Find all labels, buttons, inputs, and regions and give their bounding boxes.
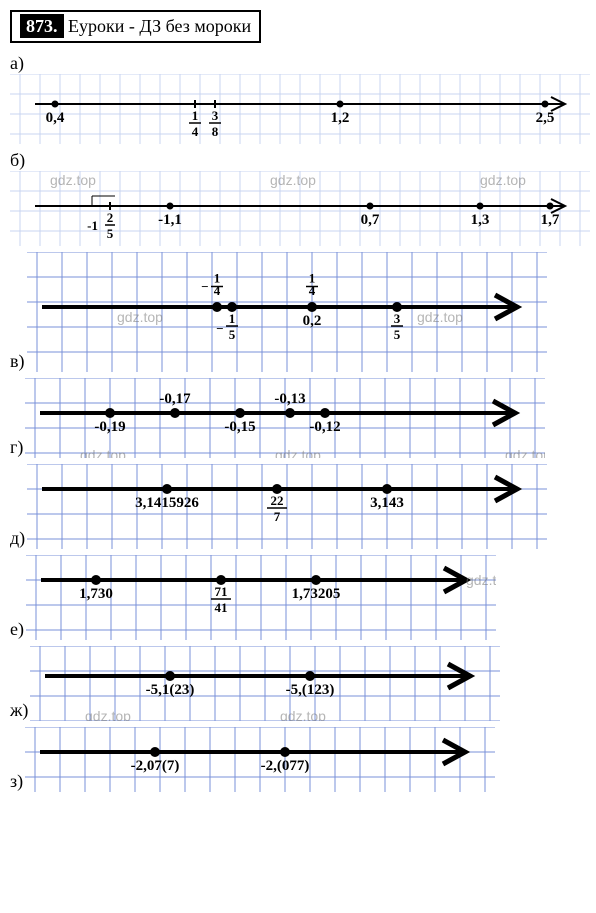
svg-text:-1: -1 — [87, 218, 98, 233]
svg-text:0,7: 0,7 — [361, 212, 380, 228]
svg-text:-5,1(23): -5,1(23) — [146, 682, 195, 698]
svg-text:3: 3 — [212, 108, 219, 123]
svg-text:0,4: 0,4 — [46, 110, 65, 126]
svg-text:1,73205: 1,73205 — [292, 586, 341, 602]
number-line-v: в)−14−150,21435gdz.topgdz.top — [10, 252, 586, 372]
svg-text:gdz.top: gdz.top — [480, 172, 526, 188]
svg-text:1: 1 — [228, 311, 235, 326]
svg-text:-0,19: -0,19 — [95, 419, 126, 435]
number-line-g: г) -0,19 -0,17 -0,15 -0,13-0,12 gdz.top gdz.to… — [10, 378, 586, 458]
svg-text:5: 5 — [107, 226, 114, 241]
number-line-b: б) -1 25 -1,1 0,7 1,3 1,7 gdz.top gdz.top gdz.top — [10, 150, 586, 246]
svg-text:gdz.top: gdz.top — [117, 309, 163, 325]
svg-text:gdz.top: gdz.top — [466, 572, 496, 588]
svg-text:4: 4 — [213, 283, 220, 298]
svg-text:-2,07(7): -2,07(7) — [131, 758, 180, 774]
number-line-z: з) -2,07(7) -2,(077) — [10, 727, 586, 792]
item-label-g: г) — [10, 437, 23, 458]
svg-text:8: 8 — [212, 124, 219, 139]
number-line-a: а) 0,4 1438 1,2 2,5 — [10, 53, 586, 144]
item-label-v: в) — [10, 351, 25, 372]
svg-text:3,143: 3,143 — [370, 495, 404, 511]
svg-text:0,2: 0,2 — [302, 313, 321, 329]
svg-text:1: 1 — [192, 108, 199, 123]
svg-text:2: 2 — [107, 210, 114, 225]
svg-text:-0,17: -0,17 — [160, 391, 192, 407]
svg-text:gdz.top: gdz.top — [85, 708, 131, 721]
number-line-d: д) 3,1415926 227 3,143 — [10, 464, 586, 549]
number-line-zh: ж)-5,1(23)-5,(123)gdz.topgdz.topgdz.top — [10, 646, 586, 721]
svg-text:41: 41 — [214, 600, 227, 615]
problem-number: 873. — [20, 14, 64, 38]
svg-text:-5,(123): -5,(123) — [286, 682, 335, 698]
svg-text:4: 4 — [308, 283, 315, 298]
svg-text:gdz.top: gdz.top — [417, 309, 463, 325]
item-label-d: д) — [10, 528, 25, 549]
item-label-a: а) — [10, 53, 24, 74]
svg-text:3,1415926: 3,1415926 — [135, 495, 199, 511]
svg-text:1,7: 1,7 — [541, 212, 560, 228]
item-label-b: б) — [10, 150, 25, 171]
svg-text:1,730: 1,730 — [79, 586, 113, 602]
number-line-e: е) 1,730 7141 1,73205 gdz.top — [10, 555, 586, 640]
svg-text:gdz.top: gdz.top — [505, 447, 545, 458]
svg-text:5: 5 — [228, 327, 235, 342]
header: 873. Еуроки - ДЗ без мороки — [10, 10, 261, 43]
item-label-e: е) — [10, 619, 24, 640]
svg-text:−: − — [216, 321, 223, 336]
svg-text:5: 5 — [393, 327, 400, 342]
svg-text:gdz.top: gdz.top — [275, 447, 321, 458]
item-label-zh: ж) — [10, 700, 28, 721]
svg-text:gdz.top: gdz.top — [80, 447, 126, 458]
svg-text:gdz.top: gdz.top — [270, 172, 316, 188]
svg-text:1,3: 1,3 — [471, 212, 490, 228]
header-title: Еуроки - ДЗ без мороки — [68, 16, 251, 36]
svg-text:3: 3 — [393, 311, 400, 326]
svg-text:gdz.top: gdz.top — [280, 708, 326, 721]
svg-text:1,2: 1,2 — [331, 110, 350, 126]
svg-text:2,5: 2,5 — [536, 110, 555, 126]
svg-text:-2,(077): -2,(077) — [261, 758, 310, 774]
svg-text:-0,12: -0,12 — [310, 419, 341, 435]
svg-text:-0,13: -0,13 — [275, 391, 306, 407]
svg-text:22: 22 — [271, 493, 284, 508]
number-lines-container: а)0,414381,22,5б)-125-1,10,71,31,7gdz.to… — [10, 53, 586, 792]
svg-text:-1,1: -1,1 — [158, 212, 182, 228]
svg-text:-0,15: -0,15 — [225, 419, 256, 435]
item-label-z: з) — [10, 771, 23, 792]
svg-text:4: 4 — [192, 124, 199, 139]
svg-text:7: 7 — [274, 509, 281, 524]
svg-text:71: 71 — [214, 584, 227, 599]
svg-text:gdz.top: gdz.top — [50, 172, 96, 188]
svg-text:−: − — [201, 279, 208, 294]
